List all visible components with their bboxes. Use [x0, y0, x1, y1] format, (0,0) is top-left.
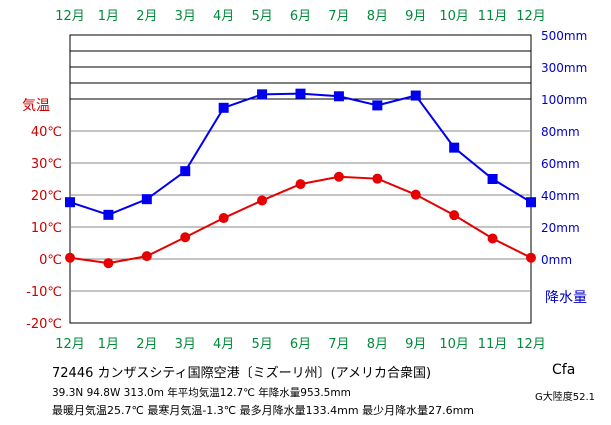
precipitation-point: [141, 194, 152, 205]
month-label: 11月: [478, 337, 508, 352]
precipitation-point: [526, 197, 536, 208]
temperature-point: [257, 195, 268, 206]
month-label: 12月: [516, 9, 546, 24]
precipitation-tick-label: 300mm: [541, 61, 587, 75]
month-label: 2月: [136, 337, 157, 352]
month-label: 4月: [213, 9, 234, 24]
temperature-point: [295, 179, 306, 190]
month-label: 4月: [213, 337, 234, 352]
precipitation-tick-label: 100mm: [541, 93, 587, 107]
precipitation-point: [65, 197, 75, 208]
precipitation-tick-label: 60mm: [541, 157, 580, 171]
month-label: 8月: [367, 9, 388, 24]
chart-series: [65, 88, 536, 269]
precipitation-point: [295, 88, 306, 99]
month-label: 10月: [439, 337, 469, 352]
temperature-point: [410, 189, 421, 200]
temperature-tick-label: 30℃: [31, 157, 62, 172]
precipitation-tick-label: 0mm: [541, 253, 572, 267]
temperature-axis-ticks: 40℃ 30℃ 20℃ 10℃ 0℃ -10℃ -20℃: [26, 125, 62, 332]
month-label: 3月: [175, 9, 196, 24]
top-month-labels: 12月 1月 2月 3月 4月 5月 6月 7月 8月 9月 10月 11月 12月: [55, 9, 546, 24]
temperature-point: [487, 233, 498, 244]
month-label: 12月: [55, 9, 85, 24]
precipitation-point: [257, 89, 268, 100]
month-label: 10月: [439, 9, 469, 24]
temperature-point: [218, 213, 229, 224]
month-label: 11月: [478, 9, 508, 24]
temperature-point: [65, 252, 75, 263]
continentality-index: G大陸度52.1: [535, 392, 596, 403]
precipitation-point: [410, 90, 421, 101]
month-label: 12月: [55, 337, 85, 352]
precipitation-point: [372, 100, 383, 111]
precipitation-point: [180, 166, 191, 177]
temperature-point: [526, 252, 536, 263]
month-label: 1月: [98, 9, 119, 24]
precipitation-tick-label: 80mm: [541, 125, 580, 139]
temperature-axis-title: 気温: [22, 98, 50, 114]
climate-classification: Cfa: [552, 362, 576, 378]
precipitation-point: [487, 174, 498, 184]
plot-border: [69, 34, 532, 324]
precipitation-tick-label: 20mm: [541, 221, 580, 235]
chart-grid: [69, 34, 532, 324]
temperature-line: [69, 175, 532, 265]
temperature-tick-label: 20℃: [31, 189, 62, 204]
temperature-tick-label: 40℃: [31, 125, 62, 140]
month-label: 8月: [367, 337, 388, 352]
temperature-point: [141, 251, 152, 262]
month-label: 7月: [328, 9, 349, 24]
station-extremes: 最暖月気温25.7℃ 最寒月気温-1.3℃ 最多月降水量133.4mm 最少月降…: [52, 404, 474, 417]
month-label: 1月: [98, 337, 119, 352]
temperature-point: [372, 173, 383, 184]
precipitation-line: [69, 92, 532, 216]
bottom-month-labels: 12月 1月 2月 3月 4月 5月 6月 7月 8月 9月 10月 11月 12月: [55, 337, 546, 352]
temperature-tick-label: 10℃: [31, 221, 62, 236]
month-label: 12月: [516, 337, 546, 352]
month-label: 9月: [405, 9, 426, 24]
temperature-point: [333, 171, 344, 182]
month-label: 9月: [405, 337, 426, 352]
month-label: 5月: [251, 337, 272, 352]
month-label: 6月: [290, 337, 311, 352]
temperature-point: [103, 258, 114, 269]
month-label: 2月: [136, 9, 157, 24]
temperature-tick-label: -10℃: [26, 285, 62, 300]
month-label: 6月: [290, 9, 311, 24]
precipitation-point: [333, 91, 344, 102]
station-title: 72446 カンザスシティ国際空港〔ミズーリ州〕(アメリカ合衆国): [52, 366, 432, 381]
temperature-point: [449, 210, 460, 221]
precipitation-point: [218, 102, 229, 113]
temperature-tick-label: -20℃: [26, 317, 62, 332]
precipitation-axis-title: 降水量: [545, 290, 587, 306]
month-label: 7月: [328, 337, 349, 352]
precipitation-point: [449, 142, 460, 153]
precipitation-point: [103, 209, 114, 220]
precipitation-tick-label: 500mm: [541, 29, 587, 43]
month-label: 3月: [175, 337, 196, 352]
temperature-point: [180, 232, 191, 243]
precipitation-tick-label: 40mm: [541, 189, 580, 203]
precipitation-axis-ticks: 500mm 300mm 100mm 80mm 60mm 40mm 20mm 0mm: [541, 29, 587, 267]
temperature-tick-label: 0℃: [39, 253, 62, 268]
month-label: 5月: [251, 9, 272, 24]
station-summary: 39.3N 94.8W 313.0m 年平均気温12.7℃ 年降水量953.5m…: [52, 387, 351, 399]
